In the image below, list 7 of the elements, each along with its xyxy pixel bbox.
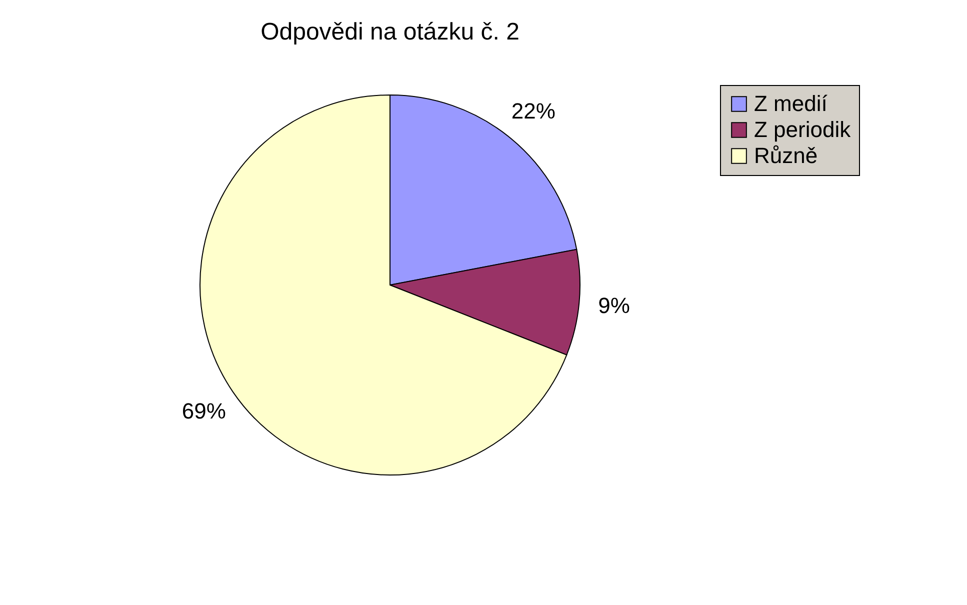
data-label: 69%	[182, 398, 226, 424]
legend-label: Různě	[754, 143, 818, 168]
legend-label: Z medií	[754, 91, 828, 116]
legend-label: Z periodik	[754, 117, 852, 142]
chart-title: Odpovědi na otázku č. 2	[260, 18, 520, 46]
data-label: 9%	[598, 293, 630, 318]
data-label: 22%	[511, 98, 556, 124]
